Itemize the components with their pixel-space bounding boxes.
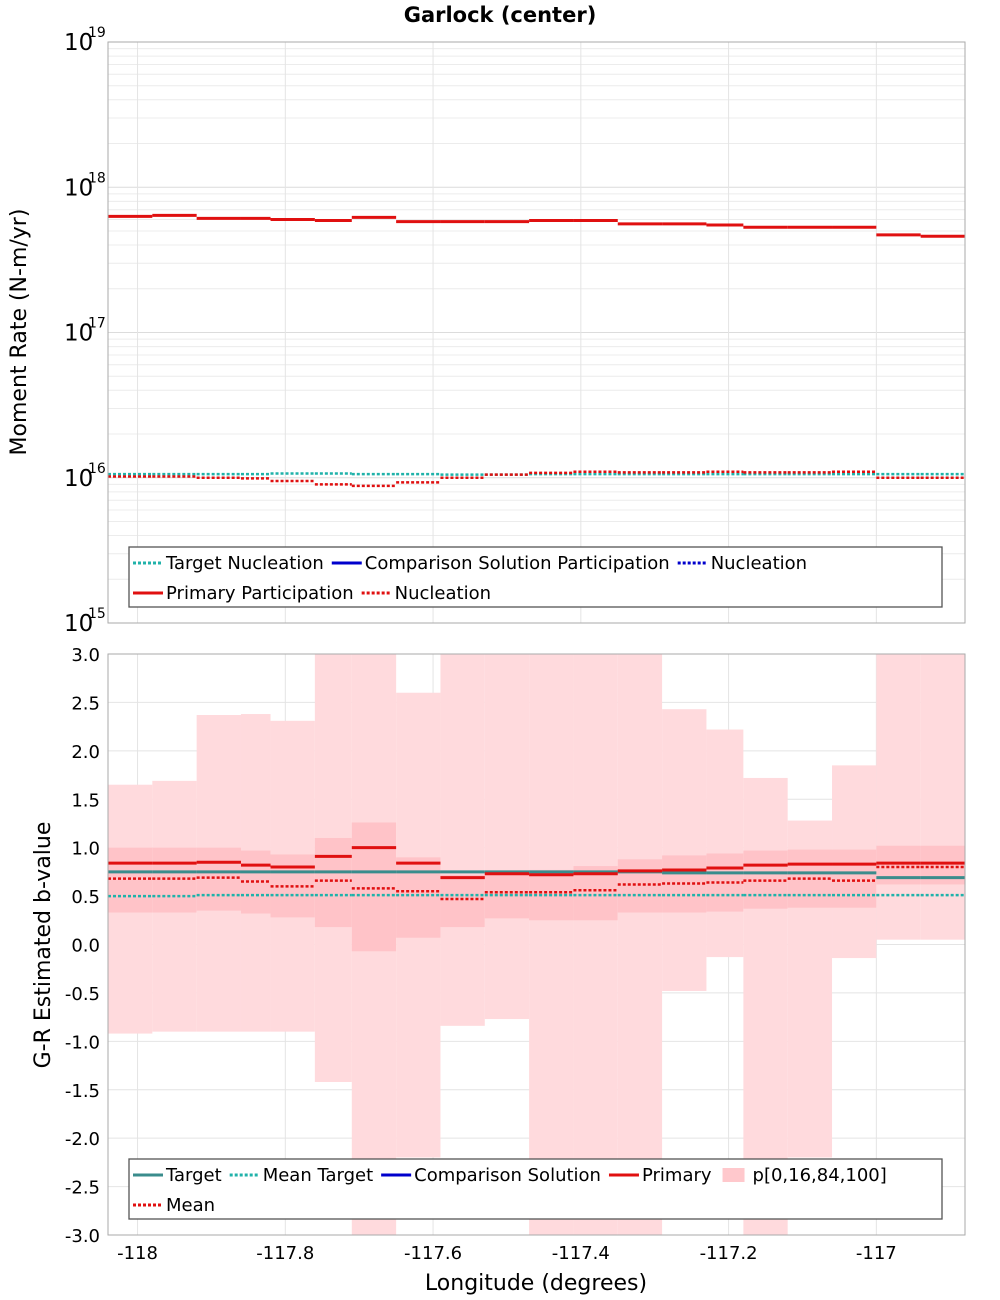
- bottom-x-tick-label: -117.8: [256, 1243, 314, 1264]
- bottom-x-tick-label: -117.6: [404, 1243, 462, 1264]
- band-p16-p84: [440, 874, 485, 928]
- band-p16-p84: [832, 849, 877, 908]
- top-y-tick-exponent: 15: [88, 606, 106, 622]
- bottom-y-tick-label: 2.0: [71, 742, 100, 763]
- top-legend-label: Nucleation: [395, 583, 491, 604]
- bottom-legend-swatch: [722, 1168, 745, 1182]
- top-plot-frame: [107, 41, 966, 624]
- top-y-tick-exponent: 16: [88, 461, 106, 477]
- bottom-x-tick-label: -118: [117, 1243, 158, 1264]
- top-y-tick-label: 10: [64, 175, 93, 201]
- bottom-y-tick-label: -0.5: [65, 984, 100, 1005]
- top-grid: [108, 42, 965, 624]
- b-value-panel: 3.0 2.5 2.0 1.5 1.0 0.5 0.0 -0.5 -1.0 -1.5 -2.0 -2.…: [31, 645, 966, 1296]
- band-p16-p84: [108, 847, 153, 913]
- bottom-x-tick-label: -117: [856, 1243, 897, 1264]
- band-p16-p84: [617, 859, 663, 913]
- band-p0-p100: [920, 654, 965, 940]
- top-legend: Target Nucleation Comparison Solution Par…: [128, 546, 943, 608]
- band-p16-p84: [152, 847, 197, 913]
- top-y-tick-exponent: 18: [88, 170, 106, 186]
- bottom-y-tick-label: -2.5: [65, 1178, 100, 1199]
- top-y-axis-label: Moment Rate (N-m/yr): [7, 209, 32, 456]
- top-y-tick-exponent: 19: [88, 25, 106, 41]
- band-p16-p84: [196, 847, 241, 911]
- bottom-y-ticks: 3.0 2.5 2.0 1.5 1.0 0.5 0.0 -0.5 -1.0 -1.5 -2.0 -2.…: [65, 645, 100, 1247]
- bottom-x-ticks: -118 -117.8 -117.6 -117.4 -117.2 -117: [117, 1243, 897, 1264]
- top-legend-box: [128, 546, 943, 608]
- bottom-y-tick-label: -2.0: [65, 1129, 100, 1150]
- band-p0-p100: [617, 654, 663, 1235]
- bottom-y-tick-label: 2.5: [71, 693, 100, 714]
- band-p16-p84: [240, 850, 271, 914]
- bottom-legend-label: Target: [165, 1165, 222, 1186]
- band-p16-p84: [314, 837, 352, 928]
- top-y-tick-exponent: 17: [88, 316, 106, 332]
- bottom-y-tick-label: 0.5: [71, 887, 100, 908]
- bottom-legend-label: Mean Target: [263, 1165, 373, 1186]
- bottom-legend-label: Comparison Solution: [414, 1165, 601, 1186]
- bottom-y-tick-label: 3.0: [71, 645, 100, 666]
- bottom-legend-label: Mean: [166, 1195, 215, 1216]
- band-p16-p84: [351, 822, 397, 952]
- bottom-legend: Target Mean Target Comparison Solution Prim…: [128, 1158, 943, 1220]
- top-y-tick-label: 10: [64, 30, 93, 56]
- percentile-bands: [108, 654, 965, 1235]
- bottom-legend-label: Primary: [642, 1165, 712, 1186]
- top-y-tick-label: 10: [64, 321, 93, 347]
- bottom-y-tick-label: -3.0: [65, 1226, 100, 1247]
- bottom-plot-frame: [107, 653, 966, 1236]
- top-legend-label: Comparison Solution Participation: [365, 553, 670, 574]
- bottom-y-tick-label: 0.0: [71, 936, 100, 957]
- band-p0-p100: [529, 654, 574, 1235]
- band-p0-p100: [876, 654, 921, 940]
- top-legend-label: Nucleation: [711, 553, 807, 574]
- bottom-y-tick-label: -1.5: [65, 1081, 100, 1102]
- top-y-tick-label: 10: [64, 611, 93, 637]
- bottom-legend-box: [128, 1158, 943, 1220]
- bottom-x-axis-label: Longitude (degrees): [425, 1271, 647, 1296]
- bottom-y-tick-label: 1.0: [71, 839, 100, 860]
- band-p0-p100: [484, 654, 530, 1020]
- bottom-series: [108, 846, 965, 901]
- bottom-y-tick-label: 1.5: [71, 790, 100, 811]
- bottom-x-tick-label: -117.2: [700, 1243, 758, 1264]
- top-series: [108, 213, 965, 488]
- band-p16-p84: [396, 857, 441, 938]
- top-y-tick-label: 10: [64, 466, 93, 492]
- top-legend-label: Primary Participation: [166, 583, 354, 604]
- bottom-y-tick-label: -1.0: [65, 1032, 100, 1053]
- band-p0-p100: [706, 729, 744, 958]
- band-p0-p100: [662, 709, 707, 991]
- top-legend-label: Target Nucleation: [165, 553, 324, 574]
- bottom-x-tick-label: -117.4: [552, 1243, 610, 1264]
- bottom-legend-label: p[0,16,84,100]: [753, 1165, 887, 1186]
- band-p0-p100: [440, 654, 485, 1026]
- band-p0-p100: [573, 654, 618, 1235]
- chart-title: Garlock (center): [404, 3, 597, 27]
- bottom-y-axis-label: G-R Estimated b-value: [31, 822, 56, 1069]
